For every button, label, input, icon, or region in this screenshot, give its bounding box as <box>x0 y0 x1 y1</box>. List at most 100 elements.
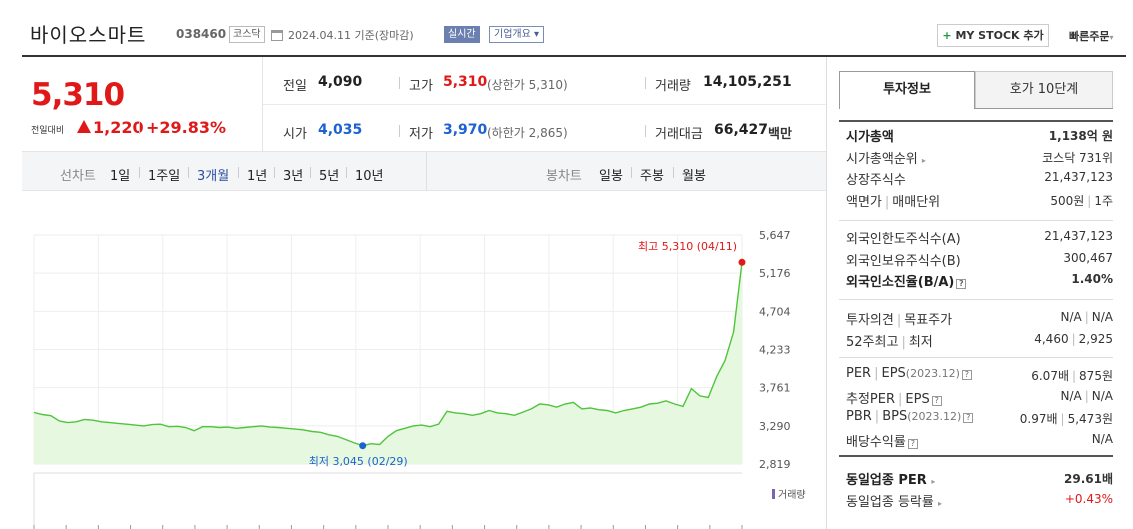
open-label: 시가 <box>283 127 307 142</box>
stock-header: 바이오스마트 038460 코스닥 2024.04.11 기준(장마감) 실시간… <box>0 0 1133 56</box>
line-chart-label: 선차트 <box>60 169 96 184</box>
help-icon[interactable]: ? <box>963 413 974 423</box>
divider <box>399 77 400 89</box>
period-1w[interactable]: 1주일 <box>148 169 181 184</box>
info-value-1: 코스닥 731위 <box>1042 150 1113 165</box>
info-key-label: 배당수익률 <box>846 434 906 450</box>
volume-legend: 거래량 <box>772 486 806 501</box>
info-row: 외국인소진율(B/A)? 1.40% <box>846 271 1113 292</box>
info-value-2: 5,473원 <box>1067 412 1113 426</box>
info-value: N/A <box>1092 432 1113 446</box>
high-value: 5,310 <box>443 74 488 90</box>
info-key-label: 외국인한도주식수(A) <box>846 232 961 247</box>
high-annotation: 최고 5,310 (04/11) <box>638 240 738 254</box>
period-10y[interactable]: 10년 <box>355 169 384 184</box>
quick-order-button[interactable]: 빠른주문▾ <box>1069 28 1114 44</box>
up-arrow-icon <box>77 120 91 133</box>
info-key-period: (2023.12) <box>907 410 962 423</box>
candle-monthly[interactable]: 월봉 <box>682 169 706 184</box>
info-key: 동일업종 PER ▸ <box>846 469 935 488</box>
quick-order-label: 빠른주문 <box>1069 30 1110 43</box>
prev-close-value: 4,090 <box>318 74 363 90</box>
info-row: 외국인보유주식수(B) 300,467 <box>846 250 1113 271</box>
info-value-2: N/A <box>1091 388 1113 403</box>
info-key-label: 외국인소진율(B/A) <box>846 275 955 290</box>
period-3y[interactable]: 3년 <box>283 169 304 184</box>
low-value: 3,970 <box>443 122 488 138</box>
info-value-1: +0.43% <box>1064 491 1113 506</box>
tab-investment-info[interactable]: 투자정보 <box>839 71 975 109</box>
info-value-1: 4,460 <box>1034 331 1069 346</box>
low-annotation: 최저 3,045 (02/29) <box>308 454 408 468</box>
divider: | <box>1084 310 1089 324</box>
info-row: 투자의견 | 목표주가 N/A | N/A <box>846 309 1113 330</box>
info-key-label: 외국인보유주식수(B) <box>846 253 961 269</box>
info-value-1: 6.07배 <box>1031 369 1069 383</box>
divider <box>310 167 311 178</box>
realtime-button[interactable]: 실시간 <box>444 26 480 43</box>
y-tick-label: 3,761 <box>759 382 791 395</box>
section-divider <box>839 120 1113 122</box>
info-row: 52주최고 | 최저 4,460 | 2,925 <box>846 331 1113 352</box>
info-key-label: 시가총액 <box>846 130 894 145</box>
info-value: +0.43% <box>1065 492 1113 506</box>
market-badge: 코스닥 <box>229 26 265 43</box>
period-3m[interactable]: 3개월 <box>197 169 230 184</box>
divider: | <box>1072 369 1077 383</box>
tab-underline <box>975 108 1113 109</box>
high-label: 고가 <box>409 79 433 94</box>
help-icon[interactable]: ? <box>931 395 942 406</box>
divider <box>399 125 400 137</box>
info-key-label: 52주최고 <box>846 334 899 350</box>
candle-weekly[interactable]: 주봉 <box>640 169 664 184</box>
info-value: 1,138억 원 <box>1049 127 1113 144</box>
divider: | <box>1084 388 1089 403</box>
info-key: 외국인소진율(B/A)? <box>846 271 967 290</box>
section-divider <box>839 299 1113 300</box>
change-label: 전일대비 <box>31 126 65 136</box>
chevron-right-icon[interactable]: ▸ <box>921 155 926 165</box>
divider <box>346 167 347 178</box>
info-key-label: 시가총액순위 <box>846 151 918 167</box>
period-1y[interactable]: 1년 <box>247 169 268 184</box>
info-row: 동일업종 PER ▸ 29.61배 <box>846 469 1113 490</box>
help-icon[interactable]: ? <box>907 438 918 449</box>
info-value-1: 300,467 <box>1063 250 1113 265</box>
prev-close-label: 전일 <box>283 79 307 94</box>
info-value-1: N/A <box>1060 388 1082 403</box>
y-tick-label: 2,819 <box>759 458 791 471</box>
chevron-down-icon: ▾ <box>1109 33 1114 42</box>
info-key-label: 상장주식수 <box>846 173 906 188</box>
info-value-2: 875원 <box>1079 369 1113 383</box>
price-chart[interactable]: 5,647 5,176 4,704 4,233 3,761 3,290 2,819 최고 5… <box>22 191 826 529</box>
info-value-2: N/A <box>1091 310 1113 324</box>
tab-order-book[interactable]: 호가 10단계 <box>975 71 1113 109</box>
info-key-label: PBR <box>846 409 872 424</box>
section-divider <box>839 357 1113 358</box>
info-key-label: 투자의견 <box>846 313 894 328</box>
my-stock-add-button[interactable]: + MY STOCK 추가 <box>937 24 1049 47</box>
info-tabs: 투자정보 호가 10단계 <box>839 71 1113 109</box>
volume-value: 14,105,251 <box>703 74 792 90</box>
volume-legend-label: 거래량 <box>778 490 806 501</box>
calendar-icon <box>271 30 283 41</box>
candle-daily[interactable]: 일봉 <box>599 169 623 184</box>
help-icon[interactable]: ? <box>956 279 967 289</box>
info-key: 외국인한도주식수(A) <box>846 228 961 247</box>
help-icon[interactable]: ? <box>961 370 972 380</box>
info-value-1: 1,138억 원 <box>1048 129 1113 143</box>
chevron-right-icon[interactable]: ▸ <box>931 477 936 486</box>
info-key: 액면가 | 매매단위 <box>846 191 940 210</box>
period-1d[interactable]: 1일 <box>110 169 131 184</box>
divider <box>238 167 239 178</box>
low-point <box>359 442 367 450</box>
info-value: 21,437,123 <box>1044 170 1113 184</box>
stock-code: 038460 <box>176 27 227 41</box>
low-label: 저가 <box>409 127 433 142</box>
chevron-right-icon[interactable]: ▸ <box>938 498 943 508</box>
period-5y[interactable]: 5년 <box>319 169 340 184</box>
corp-info-dropdown[interactable]: 기업개요 ▾ <box>489 26 544 43</box>
info-value-1: 21,437,123 <box>1044 170 1113 184</box>
open-value: 4,035 <box>318 122 363 138</box>
